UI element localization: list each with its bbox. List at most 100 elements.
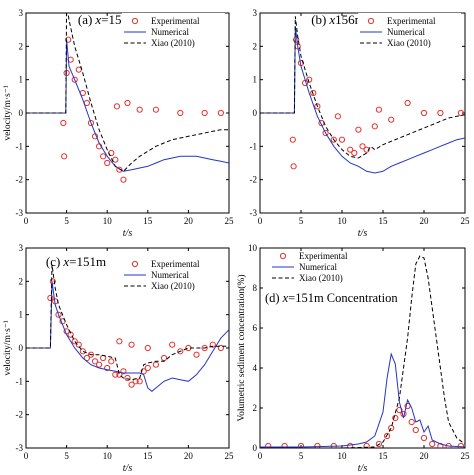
- x-tick-label: 20: [184, 216, 194, 226]
- experimental-point: [79, 348, 86, 355]
- legend-label-numerical: Numerical: [151, 27, 189, 37]
- experimental-point: [351, 149, 358, 157]
- experimental-point: [363, 442, 370, 448]
- experimental-point: [124, 374, 131, 382]
- experimental-point: [375, 440, 382, 448]
- experimental-point: [420, 434, 428, 442]
- experimental-point: [65, 36, 72, 43]
- x-tick-label: 15: [143, 216, 153, 226]
- experimental-point: [396, 406, 403, 414]
- panel-label-rest: 156m: [335, 12, 365, 27]
- experimental-point: [297, 442, 305, 448]
- experimental-point: [359, 143, 366, 150]
- experimental-point: [355, 126, 362, 133]
- experimental-point: [404, 99, 411, 107]
- legend-marker-experimental: [279, 252, 287, 260]
- experimental-point: [91, 358, 99, 365]
- legend-label-xiao: Xiao (2010): [151, 281, 195, 291]
- x-tick-label: 5: [64, 216, 69, 226]
- panel-x-symbol: x: [328, 12, 335, 27]
- panel-label: (c): [46, 254, 60, 269]
- experimental-point: [169, 341, 176, 348]
- y-tick-label: 4: [253, 363, 258, 373]
- x-tick-label: 0: [24, 216, 29, 226]
- y-tick-label: -1: [16, 141, 24, 151]
- y-axis-label: Volumetric sediment concentration(%): [236, 274, 247, 421]
- y-tick-label: 1: [253, 75, 258, 85]
- y-tick-label: 3: [19, 243, 24, 253]
- experimental-point: [201, 344, 208, 352]
- y-tick-label: 2: [253, 41, 258, 51]
- y-tick-label: 2: [19, 276, 24, 286]
- experimental-point: [201, 109, 208, 117]
- series-group: [26, 264, 229, 392]
- y-tick-label: -3: [16, 443, 24, 453]
- panel-label: (b): [311, 12, 326, 27]
- y-tick-label: -2: [16, 410, 24, 420]
- experimental-point: [112, 156, 119, 163]
- experimental-point: [60, 119, 67, 127]
- y-tick-label: 8: [253, 283, 258, 293]
- legend-label-experimental: Experimental: [151, 259, 200, 269]
- experimental-point: [384, 432, 391, 440]
- legend-label-experimental: Experimental: [387, 16, 436, 26]
- panel-x-symbol: x: [282, 291, 289, 305]
- experimental-point: [429, 440, 436, 448]
- experimental-point: [292, 36, 300, 43]
- experimental-point: [314, 442, 321, 448]
- experimental-point: [104, 364, 111, 372]
- panel-title: (b) x156m: [311, 12, 365, 27]
- x-tick-label: 0: [258, 216, 263, 226]
- experimental-point: [334, 113, 341, 120]
- experimental-point: [388, 116, 395, 123]
- experimental-point: [128, 381, 135, 388]
- experimental-point: [437, 109, 444, 117]
- experimental-point: [152, 106, 160, 113]
- experimental-point: [160, 354, 168, 362]
- y-tick-label: 1: [19, 310, 24, 320]
- numerical-series-line: [26, 281, 229, 392]
- experimental-point: [120, 368, 127, 375]
- experimental-point: [290, 163, 297, 170]
- panel-label-rest: =151m Concentration: [288, 291, 398, 305]
- y-tick-label: 0: [19, 108, 24, 118]
- experimental-point: [75, 341, 82, 348]
- x-tick-label: 25: [461, 216, 471, 226]
- experimental-point: [152, 361, 160, 368]
- experimental-point: [100, 153, 107, 160]
- x-tick-label: 15: [143, 451, 153, 461]
- experimental-point: [265, 442, 272, 448]
- experimental-point: [87, 119, 95, 127]
- experimental-point: [112, 371, 119, 378]
- x-tick-label: 10: [338, 451, 348, 461]
- experimental-point: [95, 361, 103, 368]
- y-tick-label: 0: [253, 443, 258, 453]
- experimental-point: [420, 109, 428, 117]
- numerical-series-line: [26, 39, 229, 172]
- legend-marker-experimental: [131, 260, 139, 268]
- experimental-point: [177, 109, 184, 117]
- xiao-series-line: [260, 255, 465, 448]
- x-tick-label: 20: [184, 451, 194, 461]
- series-group: [260, 16, 465, 174]
- experimental-point: [140, 368, 147, 375]
- experimental-point: [322, 129, 329, 137]
- x-axis-label: t/s: [123, 463, 133, 474]
- y-axis-label: velocity/m·s⁻¹: [3, 320, 13, 376]
- legend-label-experimental: Experimental: [299, 251, 348, 261]
- y-tick-label: -2: [250, 175, 258, 185]
- experimental-point: [392, 414, 399, 422]
- panel-x-symbol: x: [94, 12, 101, 27]
- numerical-series-line: [260, 352, 465, 448]
- xiao-series-line: [26, 13, 229, 172]
- experimental-point: [116, 338, 123, 345]
- y-tick-label: -2: [16, 175, 24, 185]
- chart-panel-d: 0 5 10 15 20 25 0 2 4 6 8 10 t/s Volumetric sediment …: [236, 243, 470, 474]
- legend-marker-experimental: [367, 17, 375, 25]
- x-tick-label: 25: [461, 451, 471, 461]
- experimental-point: [71, 338, 78, 345]
